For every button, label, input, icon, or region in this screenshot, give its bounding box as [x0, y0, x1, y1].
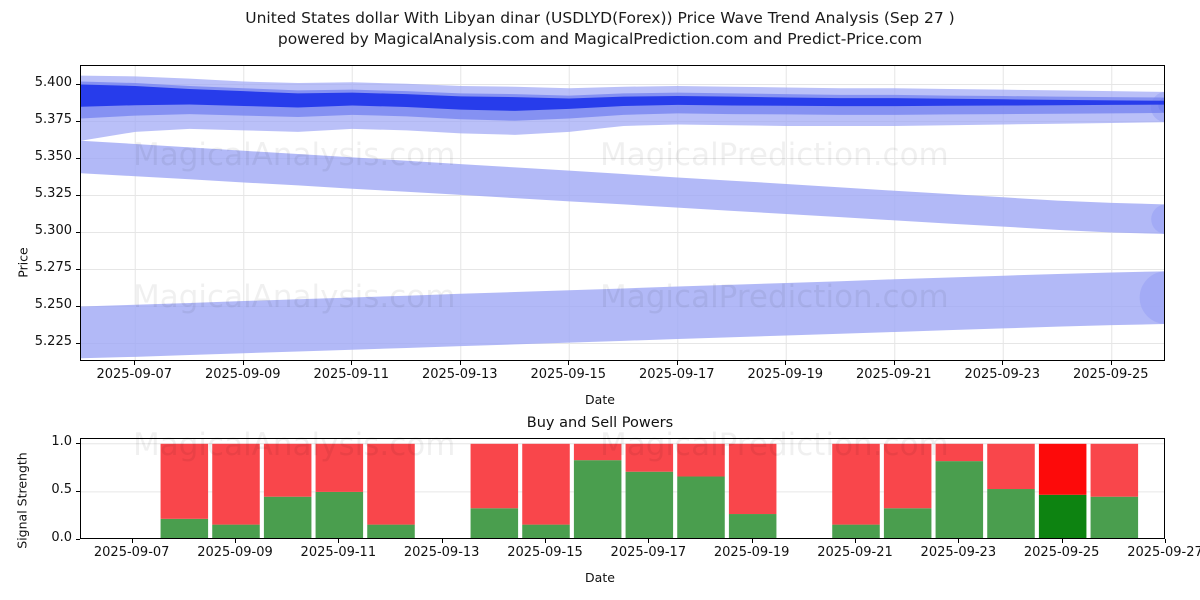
- title-line-2: powered by MagicalAnalysis.com and Magic…: [277, 30, 923, 48]
- bar-group: [315, 443, 364, 538]
- price-x-tickmark: [785, 361, 787, 365]
- buy-sell-plot-area: [80, 438, 1165, 539]
- bar-group: [522, 443, 570, 538]
- signal-y-tick: 0.5: [51, 481, 72, 497]
- signal-x-axis-label: Date: [585, 570, 615, 585]
- signal-x-tickmark: [855, 539, 856, 543]
- bar-group: [263, 443, 312, 538]
- price-x-tick: 2025-09-19: [747, 367, 824, 382]
- bar-group: [470, 443, 519, 538]
- signal-x-tick: 2025-09-07: [93, 545, 170, 560]
- price-x-tick: 2025-09-23: [964, 367, 1041, 382]
- price-x-tick: 2025-09-25: [1072, 367, 1149, 382]
- title-line-1: United States dollar With Libyan dinar (…: [245, 9, 955, 27]
- signal-x-tickmark: [545, 539, 546, 543]
- price-y-tick: 5.275: [34, 259, 72, 275]
- price-x-tickmark: [1110, 361, 1112, 365]
- signal-y-tickmark: [76, 539, 80, 540]
- buy-sell-panel: Buy and Sell Powers Signal Strength 0.0 0…: [0, 415, 1200, 600]
- price-y-tickmark: [76, 342, 80, 344]
- signal-x-tick: 2025-09-13: [403, 545, 480, 560]
- price-x-tick: 2025-09-17: [638, 367, 715, 382]
- bar-group: [160, 443, 209, 538]
- signal-x-tick: 2025-09-23: [920, 545, 997, 560]
- price-x-tickmark: [459, 361, 461, 365]
- price-y-tick: 5.300: [34, 222, 72, 238]
- price-x-tick: 2025-09-11: [313, 367, 390, 382]
- bar-group: [212, 443, 260, 538]
- signal-x-tickmark: [1061, 539, 1063, 543]
- signal-x-tickmark: [235, 539, 236, 543]
- signal-x-tickmark: [751, 539, 753, 543]
- signal-x-tickmark: [338, 539, 340, 543]
- page-title: United States dollar With Libyan dinar (…: [0, 8, 1200, 50]
- price-x-tick: 2025-09-07: [96, 367, 173, 382]
- bar-group: [677, 443, 725, 538]
- signal-x-tickmark: [131, 539, 133, 543]
- price-wave-svg: [81, 66, 1164, 360]
- bar-group: [1038, 443, 1087, 538]
- price-y-tickmark: [76, 305, 80, 307]
- price-y-tick: 5.375: [34, 111, 72, 127]
- signal-y-tickmark: [76, 442, 80, 444]
- signal-x-tick: 2025-09-11: [300, 545, 377, 560]
- signal-x-tick: 2025-09-27: [1127, 545, 1200, 560]
- price-x-tickmark: [134, 361, 136, 365]
- signal-x-tick: 2025-09-09: [197, 545, 273, 560]
- price-y-tickmark: [76, 268, 80, 270]
- signal-x-tick: 2025-09-15: [507, 545, 583, 560]
- price-y-tick: 5.325: [34, 185, 72, 201]
- price-x-tickmark: [568, 361, 570, 365]
- price-x-tick: 2025-09-13: [421, 367, 498, 382]
- signal-x-tick: 2025-09-17: [610, 545, 687, 560]
- signal-x-tickmark: [648, 539, 650, 543]
- signal-y-axis-label: Signal Strength: [14, 452, 30, 549]
- signal-y-tick: 1.0: [51, 433, 72, 449]
- signal-y-tickmark: [76, 490, 80, 492]
- signal-y-tick: 0.0: [51, 530, 72, 545]
- signal-x-tick: 2025-09-21: [817, 545, 893, 560]
- price-wave-panel: Price 5.225 5.250 5.275 5.300 5.325 5.350 5.37…: [0, 55, 1200, 407]
- price-y-tick: 5.250: [34, 296, 72, 312]
- price-y-tickmark: [76, 194, 80, 196]
- buy-sell-svg: [81, 443, 1164, 538]
- price-x-tick: 2025-09-21: [855, 367, 932, 382]
- bar-group: [728, 443, 777, 538]
- bar-group: [832, 443, 880, 538]
- price-x-tickmark: [893, 361, 895, 365]
- price-x-tickmark: [1002, 361, 1004, 365]
- bar-group: [935, 443, 984, 538]
- bar-group: [1090, 443, 1139, 538]
- price-y-tickmark: [76, 120, 80, 122]
- buy-sell-title: Buy and Sell Powers: [526, 415, 674, 431]
- bar-group: [987, 443, 1035, 538]
- price-x-tickmark: [676, 361, 678, 365]
- price-x-axis-label: Date: [585, 392, 615, 407]
- price-y-tickmark: [76, 83, 80, 85]
- signal-x-tickmark: [441, 539, 443, 543]
- signal-x-tick: 2025-09-19: [713, 545, 790, 560]
- price-y-tick: 5.225: [34, 333, 72, 349]
- bar-group: [883, 443, 932, 538]
- signal-x-tickmark: [958, 539, 960, 543]
- price-x-tick: 2025-09-15: [530, 367, 607, 382]
- price-plot-area: [80, 65, 1165, 361]
- price-y-tickmark: [76, 157, 80, 159]
- price-y-tick: 5.350: [34, 148, 72, 164]
- signal-x-tickmark: [1165, 539, 1166, 543]
- price-x-tickmark: [242, 361, 244, 365]
- bar-group: [625, 443, 674, 538]
- signal-x-tick: 2025-09-25: [1023, 545, 1100, 560]
- bar-group: [573, 443, 622, 538]
- bar-group: [367, 443, 415, 538]
- price-x-tickmark: [351, 361, 353, 365]
- price-y-tickmark: [76, 231, 80, 233]
- price-x-tick: 2025-09-09: [204, 367, 281, 382]
- price-y-tick: 5.400: [34, 74, 72, 90]
